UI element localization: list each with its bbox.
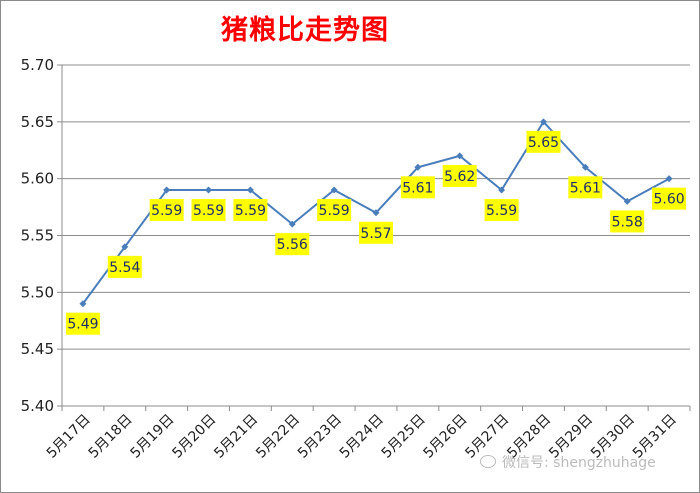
y-tick-label: 5.50 [21, 283, 54, 301]
data-label-bg [233, 199, 268, 222]
x-tick-label: 5月26日 [421, 412, 471, 462]
x-tick-label: 5月17日 [44, 412, 94, 462]
y-tick-label: 5.45 [21, 340, 54, 358]
data-point [581, 163, 589, 171]
data-point [121, 243, 129, 251]
data-label-bg [568, 176, 603, 199]
y-tick-label: 5.40 [21, 397, 54, 415]
data-label: 5.58 [612, 214, 643, 230]
x-tick-label: 5月20日 [169, 412, 219, 462]
data-label-bg [65, 312, 100, 335]
wechat-icon [480, 455, 496, 468]
x-tick-label: 5月18日 [86, 412, 136, 462]
data-point [623, 197, 631, 205]
x-tick-label: 5月24日 [337, 412, 387, 462]
y-tick-label: 5.65 [21, 113, 54, 131]
data-point [288, 220, 296, 228]
data-label: 5.59 [486, 203, 517, 219]
data-label: 5.65 [528, 135, 559, 151]
data-label-bg [442, 164, 477, 187]
data-point [498, 186, 506, 194]
data-point [246, 186, 254, 194]
data-label: 5.59 [193, 203, 224, 219]
x-tick-label: 5月21日 [211, 412, 261, 462]
data-label: 5.61 [570, 180, 601, 196]
data-label-bg [275, 233, 310, 256]
data-point [665, 175, 673, 183]
data-label: 5.54 [109, 260, 140, 276]
data-label-bg [191, 199, 226, 222]
data-label-bg [317, 199, 352, 222]
data-point [414, 163, 422, 171]
x-tick-label: 5月23日 [295, 412, 345, 462]
data-label-bg [400, 176, 435, 199]
data-label: 5.59 [151, 203, 182, 219]
data-point [330, 186, 338, 194]
data-point [539, 118, 547, 126]
data-label-bg [107, 255, 142, 278]
x-tick-label: 5月25日 [379, 412, 429, 462]
data-label: 5.59 [235, 203, 266, 219]
data-label-bg [652, 187, 687, 210]
data-point [205, 186, 213, 194]
watermark: 微信号: shengzhuhage [480, 452, 656, 472]
x-tick-label: 5月22日 [253, 412, 303, 462]
data-label-bg [149, 199, 184, 222]
data-label-bg [610, 210, 645, 233]
x-tick-label: 5月19日 [127, 412, 177, 462]
data-label: 5.56 [277, 237, 308, 253]
data-label: 5.61 [402, 180, 433, 196]
data-label: 5.59 [319, 203, 350, 219]
data-label-bg [359, 221, 393, 244]
y-tick-label: 5.60 [21, 170, 54, 188]
data-label: 5.60 [653, 192, 684, 208]
data-point [79, 300, 87, 308]
y-tick-label: 5.55 [21, 227, 54, 245]
data-label: 5.62 [444, 169, 475, 185]
data-label: 5.57 [360, 226, 391, 242]
watermark-text: 微信号: shengzhuhage [502, 455, 656, 471]
data-point [456, 152, 464, 160]
data-label: 5.49 [67, 317, 98, 333]
data-label-bg [484, 199, 519, 222]
y-tick-label: 5.70 [21, 56, 54, 74]
data-label-bg [526, 130, 561, 153]
chart-title: 猪粮比走势图 [221, 15, 389, 46]
data-point [372, 209, 380, 217]
data-point [163, 186, 171, 194]
